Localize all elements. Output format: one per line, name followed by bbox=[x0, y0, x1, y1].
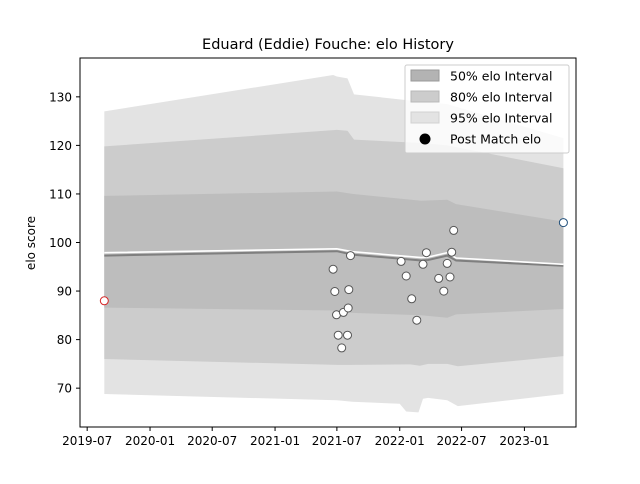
post-match-point bbox=[445, 272, 455, 282]
x-tick-label: 2021-07 bbox=[312, 434, 362, 448]
post-match-point bbox=[343, 303, 353, 313]
legend-box bbox=[404, 64, 570, 154]
post-match-point bbox=[401, 271, 411, 281]
legend-label: 80% elo Interval bbox=[450, 90, 552, 105]
y-tick-label: 100 bbox=[49, 236, 72, 250]
x-tick-label: 2022-01 bbox=[375, 434, 425, 448]
post-match-point bbox=[558, 218, 568, 228]
x-tick-label: 2019-07 bbox=[62, 434, 112, 448]
y-tick-label: 130 bbox=[49, 90, 72, 104]
post-match-point bbox=[449, 225, 459, 235]
legend-marker bbox=[419, 133, 431, 145]
post-match-point bbox=[343, 330, 352, 340]
y-axis: 70 80 90 100 110 120 130 bbox=[49, 90, 80, 396]
x-tick-label: 2020-01 bbox=[125, 434, 175, 448]
legend-label: 95% elo Interval bbox=[450, 111, 552, 126]
post-match-point bbox=[333, 330, 343, 340]
post-match-point bbox=[434, 273, 444, 283]
legend-swatch bbox=[410, 69, 440, 82]
legend-label: Post Match elo bbox=[450, 132, 541, 147]
post-match-point bbox=[330, 287, 340, 296]
legend-label: 50% elo Interval bbox=[450, 69, 552, 84]
y-tick-label: 120 bbox=[49, 139, 72, 153]
legend-swatch bbox=[410, 111, 440, 124]
band-3 bbox=[104, 191, 564, 318]
post-match-point bbox=[442, 258, 452, 268]
post-match-point bbox=[407, 294, 417, 304]
x-axis: 2019-07 2020-01 2020-07 2021-01 2021-07 2022-… bbox=[62, 427, 549, 448]
post-match-point bbox=[346, 251, 355, 261]
y-tick-label: 70 bbox=[57, 382, 72, 396]
post-match-point bbox=[396, 256, 406, 266]
post-match-point bbox=[412, 315, 422, 325]
mean-line-light bbox=[104, 247, 564, 266]
y-axis-label: elo score bbox=[24, 216, 38, 270]
legend: 50% elo Interval 80% elo Interval 95% elo … bbox=[404, 64, 570, 154]
x-tick-label: 2023-01 bbox=[499, 434, 549, 448]
y-tick-label: 90 bbox=[57, 285, 72, 299]
x-tick-label: 2020-07 bbox=[187, 434, 237, 448]
y-tick-label: 110 bbox=[49, 187, 72, 201]
post-match-point bbox=[418, 259, 428, 269]
chart-title: Eduard (Eddie) Fouche: elo History bbox=[202, 37, 454, 53]
post-match-point bbox=[421, 248, 431, 258]
y-tick-label: 80 bbox=[57, 333, 72, 347]
legend-swatch bbox=[410, 90, 440, 103]
post-match-point bbox=[99, 296, 109, 306]
x-tick-label: 2021-01 bbox=[250, 434, 300, 448]
post-match-point bbox=[344, 285, 354, 295]
post-match-point bbox=[328, 264, 338, 274]
x-tick-label: 2022-07 bbox=[436, 434, 486, 448]
post-match-points bbox=[99, 218, 568, 353]
post-match-point bbox=[447, 247, 457, 257]
post-match-point bbox=[439, 286, 449, 296]
post-match-point bbox=[337, 343, 347, 353]
